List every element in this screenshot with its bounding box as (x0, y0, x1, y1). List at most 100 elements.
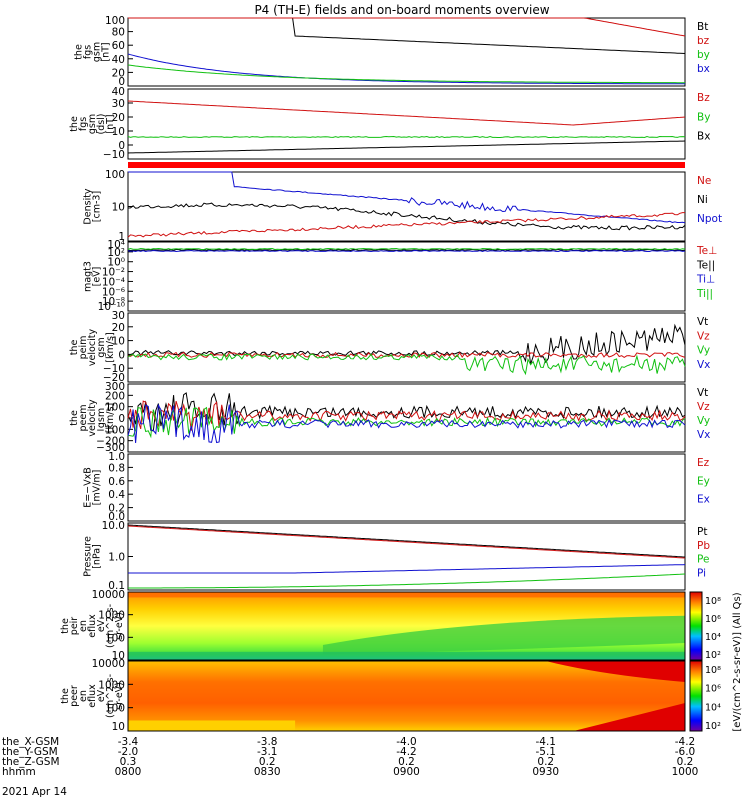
y-tick-label: 0.6 (108, 476, 125, 488)
y-tick-label: 80 (112, 27, 125, 39)
y-tick-label: 10.0 (102, 520, 125, 532)
y-label-line: peir (69, 617, 80, 636)
colorbar-tick: 10⁶ (705, 684, 721, 695)
y-label-line: Pressure (83, 536, 94, 577)
y-tick-label: 300 (105, 381, 125, 393)
series-bz (128, 17, 686, 37)
y-tick-label: 10000 (92, 658, 125, 670)
colorbar-tick: 10⁴ (705, 702, 721, 713)
y-label-line: eV (96, 619, 107, 632)
y-tick-label: 10 (112, 721, 125, 733)
legend-entry: Bz (697, 92, 710, 104)
y-tick-label: 60 (112, 40, 125, 52)
date-label: 2021 Apr 14 (2, 786, 67, 798)
series-Pb (127, 525, 686, 559)
legend-entry: Vx (697, 429, 710, 441)
legend-entry: Ez (697, 457, 710, 469)
series-Bz (127, 100, 686, 126)
y-tick-label: 0 (118, 76, 125, 88)
y-tick-label: 0 (118, 413, 125, 425)
series-Vz-2 (127, 400, 686, 431)
y-label-line: Density (83, 188, 94, 224)
legend-entry: Ey (697, 475, 710, 487)
y-tick-label: 10000 (92, 589, 125, 601)
y-tick-label: 20 (112, 322, 125, 334)
colorbar-label: [eV/(cm^2-s-sr-eV)] (All Qs) (732, 592, 743, 731)
y-tick-label: 100 (105, 632, 125, 644)
series-Ni (127, 202, 686, 231)
y-label-line: gsm (96, 337, 107, 357)
x-row-label: the_Y-GSM (2, 746, 58, 758)
y-tick-label: 10 (112, 336, 125, 348)
colorbar-tick: 10⁸ (705, 596, 721, 607)
x-tick-label: 1000 (672, 766, 699, 778)
x-tick-label: -4.1 (536, 736, 557, 748)
x-tick-label: -3.1 (257, 746, 278, 758)
y-label-line: peer (69, 685, 80, 707)
series-Bt (128, 17, 686, 54)
y-label-line: eV (96, 689, 107, 702)
legend-entry: Te⊥ (696, 245, 717, 257)
x-tick-label: 0900 (393, 766, 420, 778)
y-label-line: [mV/m] (92, 470, 103, 506)
x-tick-label: -6.0 (675, 746, 696, 758)
legend-entry: Vt (697, 316, 708, 328)
y-label-line: [km/s] (105, 332, 116, 362)
y-label-line: eflux (87, 684, 98, 708)
colorbar-p9 (689, 591, 703, 661)
y-tick-label: 0 (118, 140, 125, 152)
x-tick-label: -2.0 (118, 746, 139, 758)
series-Vy (127, 353, 686, 376)
figure-title: P4 (TH-E) fields and on-board moments ov… (254, 3, 549, 17)
y-tick-label: 1 (118, 231, 125, 243)
y-tick-label: −200 (96, 436, 125, 448)
spectrogram-feature-2 (573, 703, 685, 731)
colorbar-tick: 10⁸ (705, 665, 721, 676)
series-Pi (128, 564, 686, 574)
y-label-line: fgs (83, 45, 94, 59)
x-tick-label: -5.1 (536, 746, 557, 758)
y-label-line: (cm^2-s- (105, 674, 116, 718)
series-Bx (127, 140, 686, 154)
y-label-line: gsm (87, 114, 98, 134)
y-tick-label: 1000 (98, 610, 125, 622)
series-Npot (128, 171, 686, 224)
y-label-line: en (78, 620, 89, 632)
series-Pe (128, 573, 686, 589)
y-tick-label: 0.1 (108, 580, 125, 592)
series-Ne (127, 212, 685, 238)
legend-entry: Te|| (696, 259, 715, 271)
axis-box-p3 (127, 171, 686, 242)
legend-entry: Ex (697, 494, 710, 506)
panel-p9: 10000 1000 100 10 thepeirenefluxeV(cm^2-s-sr… (60, 589, 721, 662)
axis-box-p7 (127, 453, 686, 522)
y-tick-label: 10⁻² (102, 267, 125, 279)
y-label-line: [nT] (101, 42, 112, 61)
series-By (127, 135, 686, 139)
y-label-line: the (69, 116, 80, 132)
panel-p10: 10000 1000 100 10 thepeerenefluxeV(cm^2-s-sr… (60, 658, 721, 733)
x-tick-label: -4.0 (396, 736, 417, 748)
y-label-line: the (60, 618, 71, 634)
x-row-label: the_Z-GSM (2, 756, 60, 768)
y-label-line: E=−VxB (83, 467, 94, 508)
y-tick-label: 1.0 (108, 451, 125, 463)
y-label-line: velocity (87, 329, 98, 367)
y-tick-label: 10⁴ (107, 239, 125, 251)
y-tick-label: −10 (103, 363, 125, 375)
quality-flag-band (128, 162, 685, 168)
y-tick-label: 40 (112, 86, 125, 98)
y-axis-label-p4: magt3[eV] (83, 261, 103, 292)
y-tick-label: −20 (103, 372, 125, 384)
x-tick-label: -4.2 (675, 736, 696, 748)
y-tick-label: 100 (105, 703, 125, 715)
x-tick-label: -3.8 (257, 736, 278, 748)
legend-entry: Pt (697, 526, 707, 538)
y-label-line: [cm-3] (92, 191, 103, 222)
